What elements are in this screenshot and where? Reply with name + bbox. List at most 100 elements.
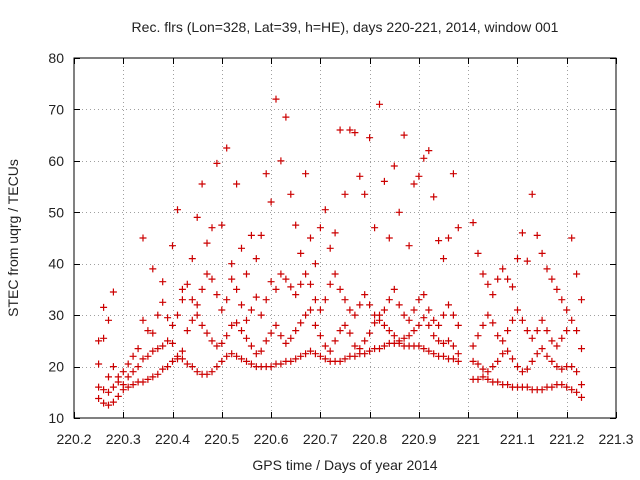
- data-point: [134, 363, 142, 371]
- data-point: [282, 113, 290, 121]
- data-point: [321, 342, 329, 350]
- data-point: [494, 275, 502, 283]
- data-point: [351, 342, 359, 350]
- data-point: [238, 355, 245, 363]
- data-point: [100, 334, 108, 342]
- data-point: [223, 144, 231, 152]
- data-point: [129, 381, 137, 389]
- data-point: [351, 352, 359, 360]
- data-point: [499, 265, 507, 273]
- data-point: [183, 360, 191, 368]
- data-point: [346, 329, 354, 337]
- data-point: [538, 386, 546, 394]
- data-point: [578, 345, 585, 353]
- data-point: [257, 347, 265, 355]
- data-point: [233, 285, 241, 293]
- data-point: [514, 306, 521, 314]
- data-point: [287, 334, 295, 342]
- data-point: [499, 337, 507, 345]
- x-tick-label: 220.9: [401, 431, 436, 447]
- data-point: [105, 388, 112, 396]
- data-point: [178, 296, 186, 304]
- data-point: [105, 316, 112, 324]
- data-point: [316, 352, 324, 360]
- data-point: [105, 401, 112, 409]
- data-point: [213, 363, 221, 371]
- data-point: [528, 357, 536, 365]
- data-point: [292, 221, 300, 229]
- data-point: [292, 291, 300, 299]
- data-point: [243, 270, 250, 278]
- data-point: [208, 275, 216, 283]
- data-point: [193, 368, 201, 376]
- data-point: [297, 249, 305, 257]
- data-point: [356, 301, 364, 309]
- data-point: [449, 342, 457, 350]
- x-tick-label: 221.2: [549, 431, 584, 447]
- data-point: [203, 370, 211, 378]
- data-point: [277, 270, 285, 278]
- data-point: [518, 316, 526, 324]
- data-point: [149, 265, 157, 273]
- data-point: [400, 131, 408, 139]
- data-point: [272, 95, 280, 103]
- data-point: [311, 260, 319, 268]
- data-point: [440, 311, 447, 319]
- data-point: [213, 159, 221, 167]
- data-point: [198, 180, 206, 188]
- data-point: [563, 327, 571, 335]
- data-point: [267, 329, 275, 337]
- data-point: [198, 285, 206, 293]
- data-point: [573, 388, 581, 396]
- data-point: [405, 242, 413, 250]
- data-point: [445, 301, 452, 309]
- data-point: [149, 347, 157, 355]
- data-point: [282, 275, 290, 283]
- data-point: [578, 393, 585, 401]
- data-point: [376, 100, 383, 108]
- data-point: [124, 360, 132, 368]
- data-point: [400, 334, 408, 342]
- data-point: [213, 342, 221, 350]
- data-point: [553, 342, 561, 350]
- data-point: [277, 157, 285, 165]
- data-point: [548, 337, 556, 345]
- data-point: [390, 285, 398, 293]
- data-point: [548, 383, 556, 391]
- data-point: [129, 352, 137, 360]
- data-point: [188, 296, 196, 304]
- data-point: [341, 355, 349, 363]
- data-point: [169, 321, 176, 329]
- data-point: [238, 327, 245, 335]
- data-point: [479, 321, 487, 329]
- data-point: [154, 370, 162, 378]
- data-point: [553, 363, 561, 371]
- data-point: [558, 296, 566, 304]
- y-tick-label: 60: [48, 153, 64, 169]
- data-point: [139, 316, 147, 324]
- data-point: [504, 381, 512, 389]
- data-point: [563, 306, 571, 314]
- y-tick-label: 10: [48, 410, 64, 426]
- data-point: [203, 329, 211, 337]
- x-tick-label: 220.3: [106, 431, 141, 447]
- x-tick-label: 220.5: [204, 431, 239, 447]
- data-point: [440, 352, 447, 360]
- data-point: [193, 213, 201, 221]
- data-point: [573, 327, 581, 335]
- data-point: [489, 363, 497, 371]
- data-point: [208, 368, 216, 376]
- data-point: [228, 350, 236, 358]
- data-point: [410, 306, 418, 314]
- data-point: [449, 311, 457, 319]
- data-point: [494, 378, 502, 386]
- data-point: [183, 327, 191, 335]
- data-point: [440, 339, 447, 347]
- data-point: [385, 234, 393, 242]
- data-point: [129, 368, 137, 376]
- data-point: [297, 352, 305, 360]
- data-point: [390, 162, 398, 170]
- data-point: [538, 316, 546, 324]
- data-point: [376, 316, 383, 324]
- data-point: [243, 357, 250, 365]
